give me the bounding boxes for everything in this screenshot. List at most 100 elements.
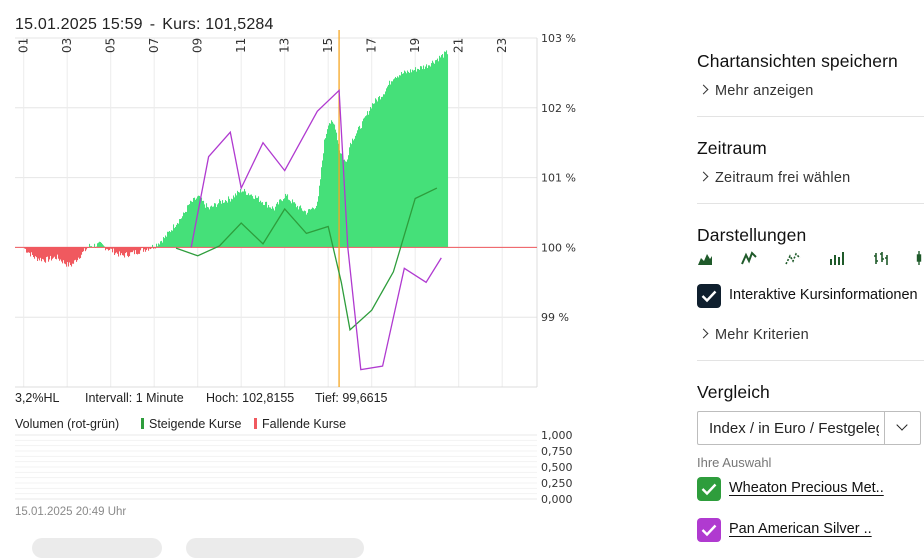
mountain-chart-icon[interactable] <box>697 250 713 266</box>
area-bar-up <box>424 69 426 248</box>
compare-link-wheaton[interactable]: Wheaton Precious Met.. <box>729 480 884 496</box>
area-bar-down <box>111 247 113 249</box>
candlestick-chart-icon[interactable] <box>915 250 924 266</box>
area-bar-up <box>243 191 245 248</box>
compare-checkbox-wheaton[interactable] <box>697 477 721 501</box>
area-bar-up <box>386 88 388 248</box>
area-bar-up <box>287 194 289 248</box>
area-bar-up <box>371 108 373 248</box>
area-bar-up <box>236 195 238 248</box>
area-bar-up <box>353 140 355 248</box>
area-bar-up <box>282 201 284 248</box>
comparison-mode-select[interactable]: Index / in Euro / Festgelegt <box>697 411 921 445</box>
zeitraum-title: Zeitraum <box>697 138 767 158</box>
area-bar-up <box>259 201 261 248</box>
legend-rising-label: Steigende Kurse <box>149 417 242 431</box>
area-bar-up <box>307 212 309 248</box>
area-bar-down <box>36 247 38 258</box>
area-bar-up <box>313 208 315 248</box>
area-bar-up <box>212 206 214 248</box>
dotted-line-chart-icon[interactable] <box>785 250 801 266</box>
area-bar-up <box>286 195 288 248</box>
area-bar-up <box>372 103 374 248</box>
area-bar-up <box>381 96 383 248</box>
area-bar-up <box>333 123 335 248</box>
area-bar-up <box>296 207 298 248</box>
area-bar-down <box>113 247 115 249</box>
area-bar-up <box>420 66 422 248</box>
comparison-lines <box>175 30 442 387</box>
area-bar-up <box>229 198 231 248</box>
price-chart[interactable]: 01 03 05 07 09 11 13 15 17 19 21 23 103 % 102 % 101 % 1… <box>0 30 600 392</box>
area-bar-up <box>312 207 314 248</box>
area-bar-up <box>343 159 345 248</box>
area-bar-down <box>30 247 32 257</box>
compare-checkbox-pan-american[interactable] <box>697 518 721 542</box>
area-bar-up <box>431 63 433 248</box>
area-bar-up <box>98 242 100 248</box>
area-bar-up <box>187 205 189 248</box>
area-bar-down <box>127 247 129 256</box>
area-bar-up <box>203 200 205 248</box>
select-dropdown-button[interactable] <box>884 412 920 444</box>
area-bar-up <box>264 205 266 248</box>
area-bar-down <box>69 247 71 263</box>
area-bar-down <box>144 247 146 250</box>
area-bar-up <box>167 231 169 248</box>
area-bar-up <box>178 223 180 248</box>
area-bar-up <box>275 206 277 248</box>
bar-chart-icon[interactable] <box>829 250 845 266</box>
custom-range-link[interactable]: Zeitraum frei wählen <box>698 170 850 186</box>
volume-tick-label: 0,000 <box>541 493 573 506</box>
area-bar-down <box>116 247 118 253</box>
area-bar-up <box>90 246 92 248</box>
chart-option-button-2[interactable] <box>186 538 364 558</box>
area-bar-up <box>341 153 343 248</box>
area-bar-up <box>362 121 364 248</box>
area-bar-up <box>276 203 278 248</box>
area-bar-down <box>124 247 126 258</box>
area-bar-up <box>427 68 429 248</box>
area-bar-down <box>50 247 52 256</box>
area-bar-up <box>375 98 377 248</box>
area-bar-up <box>326 133 328 248</box>
area-bar-up <box>200 199 202 248</box>
area-bar-down <box>75 247 77 260</box>
line-chart-icon[interactable] <box>741 250 757 266</box>
area-bar-down <box>82 247 84 253</box>
more-criteria-link[interactable]: Mehr Kriterien <box>698 327 809 343</box>
area-bar-down <box>47 247 49 257</box>
x-tick-label: 15 <box>321 38 335 53</box>
area-bar-up <box>401 71 403 248</box>
area-bar-down <box>62 247 64 264</box>
area-bar-up <box>438 61 440 248</box>
compare-link-pan-american[interactable]: Pan American Silver .. <box>729 521 872 537</box>
area-bar-up <box>231 198 233 248</box>
area-bar-down <box>59 247 61 261</box>
area-bar-up <box>442 54 444 248</box>
area-bar-down <box>85 247 87 252</box>
area-bar-up <box>415 67 417 248</box>
area-bar-up <box>183 212 185 248</box>
area-bar-down <box>149 247 151 249</box>
area-bar-up <box>351 144 353 248</box>
interactive-info-checkbox[interactable] <box>697 284 721 308</box>
area-bar-up <box>199 195 201 248</box>
area-bar-down <box>28 247 30 253</box>
area-bar-up <box>297 205 299 248</box>
area-bar-down <box>29 247 31 253</box>
area-bar-up <box>414 70 416 248</box>
area-bar-up <box>430 66 432 248</box>
area-bar-up <box>177 223 179 248</box>
area-bar-up <box>210 206 212 248</box>
area-bar-up <box>266 201 268 248</box>
ohlc-chart-icon[interactable] <box>873 250 889 266</box>
area-bar-down <box>32 247 34 255</box>
area-bar-down <box>41 247 43 262</box>
chart-option-button-1[interactable] <box>32 538 162 558</box>
show-more-link[interactable]: Mehr anzeigen <box>698 83 814 99</box>
area-bar-up <box>102 244 104 248</box>
area-bar-up <box>382 96 384 248</box>
volume-tick-label: 1,000 <box>541 429 573 442</box>
area-bar-up <box>334 124 336 248</box>
